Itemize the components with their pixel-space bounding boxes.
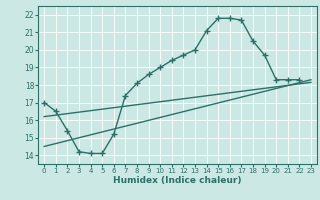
X-axis label: Humidex (Indice chaleur): Humidex (Indice chaleur) — [113, 176, 242, 185]
